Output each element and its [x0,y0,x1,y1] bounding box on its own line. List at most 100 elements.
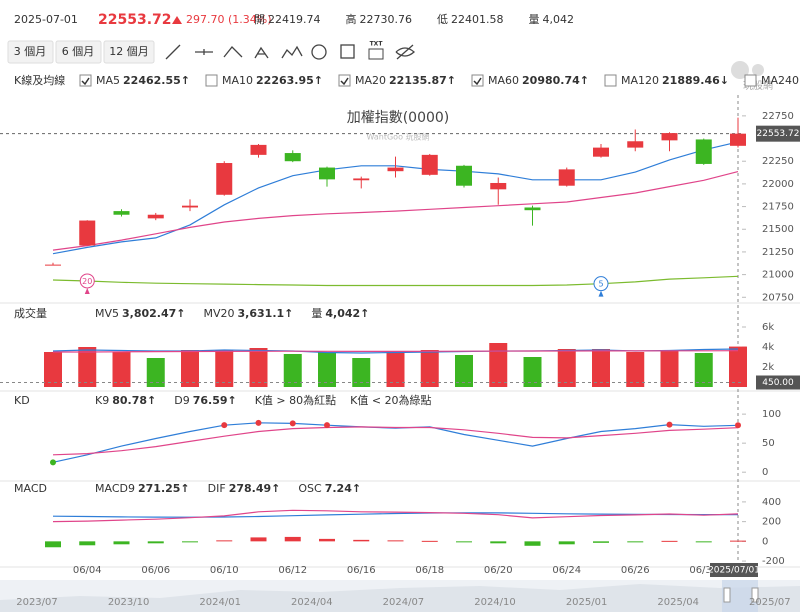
legend-name: MA20 [355,74,386,87]
legend-name: MA60 [488,74,519,87]
bar [146,358,165,387]
x-tick-label: 06/04 [73,565,102,576]
candle-body [524,207,541,211]
pattern-tool-icon[interactable] [254,46,269,59]
y-tick-label: 21500 [762,224,794,235]
legend-checkbox[interactable] [471,74,484,87]
stat-value: 4,042 [543,13,575,26]
angle-tool-icon[interactable] [223,46,243,58]
bar [695,541,712,543]
rect-tool-icon[interactable] [340,44,355,59]
bar [694,353,713,387]
x-tick-label: 06/24 [552,565,581,576]
x-tick-label: 06/18 [415,565,444,576]
legend-name: MV20 [204,307,235,320]
legend-name: 量 [311,307,322,320]
range-button[interactable] [55,40,102,64]
navigator-handle[interactable] [751,587,759,603]
wave-tool-icon[interactable] [281,45,303,59]
signal-dot [666,421,673,428]
text-tool-icon[interactable] [368,48,384,60]
legend-checkbox[interactable] [744,74,757,87]
range-button[interactable] [7,40,54,64]
watermark: WantGoo 玩股網 [366,132,429,142]
legend-note: K值 > 80為紅點 [255,393,336,407]
bar [420,350,439,387]
navigator-label: 2024/04 [291,597,333,608]
navigator-label: 2025/04 [657,597,699,608]
bar [387,540,404,542]
stat-value: 22401.58 [451,13,504,26]
bar [250,537,267,542]
stat-value: 22419.74 [268,13,321,26]
bar [660,351,679,387]
y-tick-label: 21750 [762,202,794,213]
legend-value: 21889.46↓ [662,74,729,87]
candle-body [250,144,267,155]
y-tick-label: 6k [762,322,774,333]
signal-dot [255,419,262,426]
range-label[interactable]: 3 個月 [14,45,47,58]
navigator-handle[interactable] [723,587,731,603]
legend-value: 4,042↑ [325,307,369,320]
range-label[interactable]: 12 個月 [109,45,149,58]
circle-tool-icon[interactable] [311,44,327,60]
legend-name: DIF [208,482,226,495]
candle-body [45,264,61,266]
y-tick-label: 22250 [762,156,794,167]
legend-value: 80.78↑ [112,394,156,407]
legend-check [81,77,90,86]
legend-name: MACD9 [95,482,135,495]
signal-dot [324,422,330,429]
bar [558,541,575,545]
navigator-label: 2024/07 [383,597,425,608]
navigator-label: 2025/07 [749,597,791,608]
candle-body [593,147,609,157]
bar [455,355,473,387]
range-button[interactable] [103,40,155,64]
bar [215,350,234,387]
candle-body [319,167,335,180]
bar [352,358,371,387]
bar [45,541,61,548]
candle-body [456,165,472,186]
legend-title: K線及均線 [14,73,65,87]
y-tick-label: 21000 [762,270,794,281]
y-tick-label: 0 [762,536,768,547]
bar [627,541,644,543]
text-tool-label[interactable]: TXT [370,41,384,48]
legend-name: MV5 [95,307,119,320]
y-tick-label: 0 [762,467,768,478]
y-tick-label: 50 [762,438,775,449]
candle-body [79,220,96,246]
cursor-label: 450.00 [762,378,794,388]
navigator-area [0,584,800,612]
line-tool-icon[interactable] [165,44,181,60]
cursor-box [756,375,800,390]
bar [730,540,746,542]
bar [216,540,233,542]
legend-checkbox[interactable] [79,74,92,87]
legend-check [340,77,349,86]
legend-checkbox[interactable] [338,74,351,87]
ma-line [52,275,739,287]
indicator-line [52,509,739,523]
ma-line [52,171,739,251]
signal-dot [735,422,741,429]
bar [421,540,438,542]
candle-body [387,167,404,172]
navigator-label: 2024/10 [474,597,516,608]
legend-value: 22135.87↑ [389,74,456,87]
navigator-label: 2024/01 [199,597,241,608]
bar [592,349,610,387]
hide-icon[interactable] [395,44,415,60]
y-tick-label: 4k [762,342,774,353]
hline-tool-icon[interactable] [195,49,213,55]
range-label[interactable]: 6 個月 [62,45,95,58]
annotation-label: 20 [82,277,92,286]
legend-title: KD [14,394,30,407]
legend-checkbox[interactable] [604,74,617,87]
bar [78,347,97,387]
legend-checkbox[interactable] [205,74,218,87]
legend-value: 278.49↑ [229,482,281,495]
